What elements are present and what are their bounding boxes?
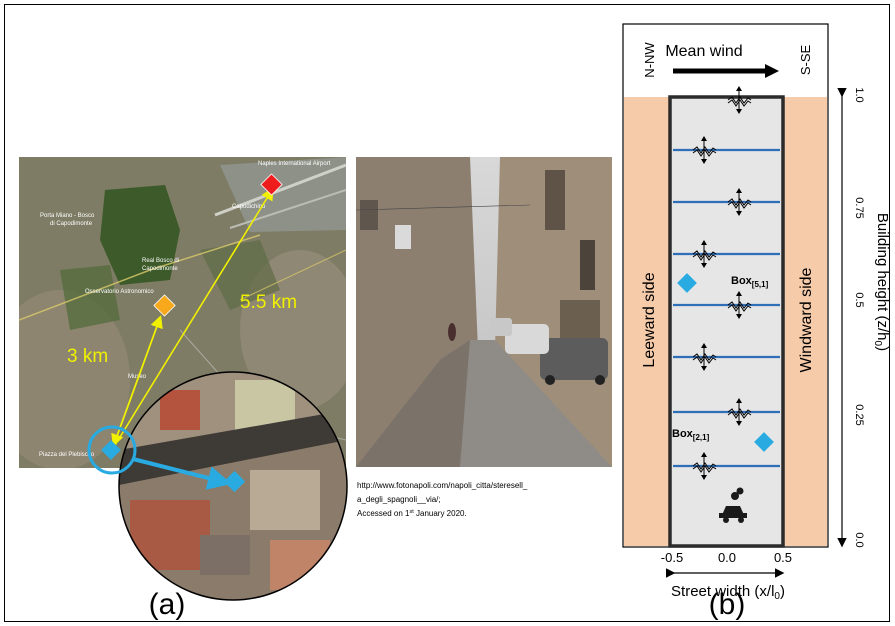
windward-building: [783, 97, 827, 546]
turbulence-symbol: [692, 452, 717, 480]
turbulence-symbol: [692, 136, 717, 164]
receptor-marker-upper: [677, 273, 697, 293]
receptor-marker-lower: [754, 432, 774, 452]
map-label-airport: Naples International Airport: [258, 161, 331, 167]
map-label-di-capodimonte: di Capodimonte: [50, 221, 93, 227]
map-label-porta-miano: Porta Miano - Bosco: [40, 213, 95, 219]
distance-label-near: 3 km: [67, 346, 108, 367]
box-lower-label: Box[2,1]: [672, 428, 710, 442]
photo-caption-line3: Accessed on 1st January 2020.: [357, 509, 467, 518]
left-direction-label: N-NW: [642, 42, 657, 78]
street-highlight-ring: [87, 425, 137, 475]
x-axis-label: Street width (x/l0): [671, 583, 785, 602]
mean-wind-label: Mean wind: [665, 43, 742, 60]
turbulence-symbols: [692, 86, 752, 480]
distance-arrow-far: [111, 187, 274, 451]
observatory-marker: [153, 294, 176, 317]
panel-b-label: (b): [709, 588, 746, 621]
map-label-piazza: Piazza del Plebiscito: [39, 452, 95, 458]
windward-label: Windward side: [798, 267, 815, 372]
street-photo: [355, 157, 612, 467]
map-label-osservatorio: Osservatorio Astronomico: [85, 289, 154, 295]
map-label-capodichino: Capodichino: [232, 204, 266, 210]
figure-frame: [4, 4, 890, 622]
y-tick-label: 0.25: [853, 404, 865, 425]
y-axis-ticks: 1.0 0.75 0.5 0.25 0.0: [853, 87, 865, 547]
zoom-connector: [132, 457, 232, 490]
turbulence-symbol: [727, 188, 752, 216]
turbulence-symbol: [692, 240, 717, 268]
satellite-map: Naples International Airport Capodichino…: [19, 157, 348, 601]
box-lines: [673, 148, 780, 468]
y-tick-label: 1.0: [853, 87, 865, 102]
y-tick-label: 0.0: [853, 532, 865, 547]
right-direction-label: S-SE: [798, 45, 813, 76]
panel-a-label: (a): [149, 588, 186, 621]
map-label-museo: Museo: [128, 374, 147, 380]
photo-caption-line2: a_degli_spagnoli__via/;: [357, 495, 441, 504]
photo-caption-line1: http://www.fotonapoli.com/napoli_citta/s…: [357, 481, 528, 490]
leeward-label: Leeward side: [641, 272, 658, 367]
street-canyon-diagram: Mean wind N-NW S-SE Leeward side Windwar…: [622, 23, 891, 602]
x-tick-label: 0.5: [774, 550, 792, 565]
street-canyon: [668, 95, 785, 548]
x-axis-ticks: -0.5 0.0 0.5: [661, 550, 792, 565]
car-source-icon: [719, 487, 747, 523]
airport-marker: [260, 173, 283, 196]
leeward-building: [624, 97, 670, 546]
street-marker: [101, 440, 121, 460]
x-tick-label: 0.0: [718, 550, 736, 565]
distance-label-far: 5.5 km: [240, 292, 297, 313]
y-axis-label: Building height (z/h0): [872, 213, 891, 351]
map-label-real-bosco: Real Bosco di: [142, 258, 179, 264]
box-upper-label: Box[5,1]: [731, 275, 769, 289]
map-label-capodimonte: Capodimonte: [142, 266, 178, 272]
y-tick-label: 0.75: [853, 197, 865, 218]
turbulence-symbol: [727, 291, 752, 319]
turbulence-symbol: [692, 343, 717, 371]
x-tick-label: -0.5: [661, 550, 683, 565]
turbulence-symbol: [727, 398, 752, 426]
turbulence-symbol: [727, 86, 752, 114]
y-tick-label: 0.5: [853, 292, 865, 307]
